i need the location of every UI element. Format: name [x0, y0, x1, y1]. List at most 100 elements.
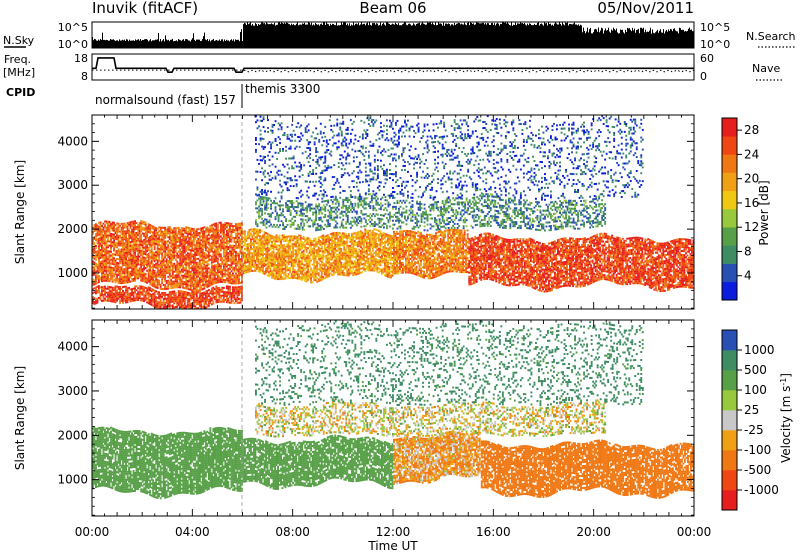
data-cell: [102, 289, 105, 292]
data-cell: [141, 299, 144, 302]
data-cell: [140, 249, 143, 252]
data-cell: [102, 228, 105, 231]
data-cell: [239, 250, 242, 253]
data-cell: [126, 269, 129, 272]
data-cell: [140, 293, 143, 296]
data-cell: [126, 253, 129, 256]
data-cell: [259, 255, 261, 257]
data-cell: [296, 237, 299, 240]
data-cell: [218, 281, 221, 283]
data-cell: [177, 236, 180, 239]
noise-bar: [690, 29, 691, 48]
data-cell: [272, 275, 275, 278]
data-cell: [122, 293, 124, 296]
data-cell: [180, 262, 183, 265]
data-cell: [147, 239, 150, 241]
data-cell: [230, 250, 233, 253]
data-cell: [104, 240, 106, 243]
data-cell: [216, 267, 219, 270]
data-cell: [93, 230, 96, 232]
data-cell: [277, 258, 279, 261]
data-cell: [219, 223, 222, 226]
data-cell: [119, 234, 121, 237]
data-cell: [299, 272, 302, 275]
data-cell: [123, 299, 126, 302]
data-cell: [173, 262, 176, 265]
data-cell: [215, 260, 218, 262]
data-cell: [314, 257, 317, 260]
data-cell: [126, 271, 129, 274]
data-cell: [224, 269, 227, 272]
data-cell: [269, 248, 272, 251]
noise-bar: [497, 22, 498, 48]
data-cell: [319, 244, 322, 246]
data-cell: [111, 274, 114, 277]
data-cell: [173, 241, 176, 244]
data-cell: [171, 247, 174, 250]
data-cell: [188, 284, 191, 287]
data-cell: [191, 273, 194, 276]
data-cell: [180, 296, 183, 299]
data-cell: [263, 235, 266, 238]
noise-bar: [567, 22, 568, 48]
data-cell: [296, 239, 299, 242]
data-cell: [125, 267, 127, 270]
data-cell: [328, 257, 331, 260]
data-cell: [93, 303, 96, 306]
noise-bar: [462, 24, 463, 48]
noise-bar: [524, 22, 525, 48]
data-cell: [236, 282, 239, 285]
data-cell: [119, 268, 121, 271]
data-cell: [201, 272, 204, 275]
data-cell: [233, 296, 236, 299]
data-cell: [290, 259, 293, 261]
noise-bar: [259, 24, 260, 48]
data-cell: [191, 277, 194, 280]
data-cell: [189, 245, 192, 248]
data-cell: [244, 263, 246, 266]
data-cell: [197, 249, 200, 252]
data-cell: [101, 234, 103, 237]
data-cell: [194, 253, 197, 256]
data-cell: [111, 235, 114, 238]
data-cell: [253, 259, 255, 262]
noise-bar: [271, 23, 272, 48]
data-cell: [188, 260, 191, 263]
data-cell: [131, 254, 133, 257]
data-cell: [93, 287, 96, 290]
data-cell: [167, 305, 170, 308]
data-cell: [212, 286, 215, 289]
data-cell: [180, 294, 183, 297]
data-cell: [171, 298, 174, 301]
data-cell: [230, 276, 233, 279]
data-cell: [191, 261, 194, 264]
data-cell: [129, 223, 132, 226]
data-cell: [174, 292, 177, 295]
noise-bar: [457, 23, 458, 48]
data-cell: [219, 253, 222, 256]
data-cell: [277, 236, 279, 239]
data-cell: [164, 232, 167, 235]
data-cell: [186, 274, 189, 277]
data-cell: [159, 230, 162, 233]
data-cell: [286, 245, 288, 248]
data-cell: [283, 246, 285, 249]
data-cell: [274, 277, 276, 280]
data-cell: [254, 242, 257, 245]
data-cell: [289, 235, 292, 238]
data-cell: [140, 253, 143, 256]
data-cell: [221, 298, 224, 301]
data-cell: [213, 240, 216, 243]
data-cell: [241, 287, 243, 290]
data-cell: [219, 265, 222, 268]
data-cell: [293, 241, 296, 244]
data-cell: [111, 272, 114, 275]
data-cell: [198, 265, 201, 268]
data-cell: [289, 259, 292, 262]
data-cell: [153, 289, 156, 292]
data-cell: [108, 286, 111, 289]
data-cell: [144, 243, 147, 246]
noise-bar: [386, 22, 387, 48]
data-cell: [134, 263, 136, 266]
noise-bar: [398, 23, 399, 48]
